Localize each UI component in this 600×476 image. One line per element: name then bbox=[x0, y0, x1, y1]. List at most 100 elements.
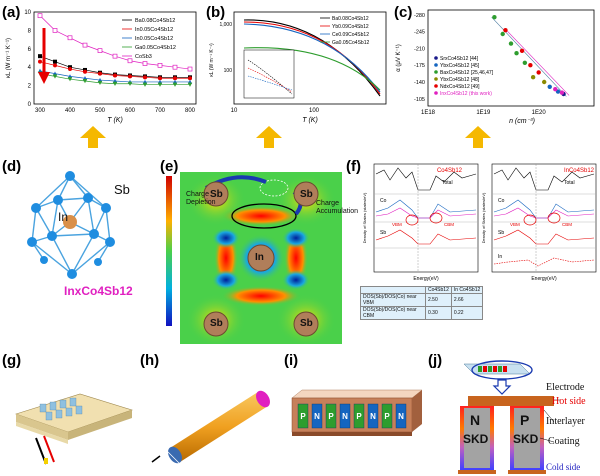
electrode-label: Electrode bbox=[546, 382, 585, 393]
table-cell: 0.30 bbox=[425, 306, 452, 320]
pn-leg-label: N bbox=[398, 412, 404, 421]
chart-c-point bbox=[503, 27, 508, 33]
yellow-arrow-a bbox=[80, 126, 106, 148]
chart-c-legend-swatch bbox=[434, 91, 438, 95]
chart-a-point bbox=[157, 82, 163, 87]
formula-d: InxCo4Sb12 bbox=[64, 284, 133, 298]
sb-atom-br bbox=[293, 311, 319, 337]
chart-c-ytick: -210 bbox=[414, 46, 425, 52]
sb-atom-tr bbox=[293, 181, 319, 207]
dos-sb-left: Sb bbox=[380, 230, 386, 236]
chart-a-point bbox=[82, 79, 88, 84]
p-leg-inner bbox=[514, 408, 540, 468]
chart-a: 300 400 500 600 700 800 0 2 4 6 8 10 Ba0.08Co4Sb12 I… bbox=[6, 10, 197, 124]
chart-c-point bbox=[519, 48, 525, 53]
in-label-d: In bbox=[58, 210, 69, 224]
pn-leg-label: N bbox=[314, 412, 320, 421]
cbm-circle-right bbox=[547, 212, 561, 224]
dos-xlabel-left: Energy(eV) bbox=[413, 276, 439, 282]
chart-a-point bbox=[53, 59, 57, 64]
pn-leg-label: N bbox=[342, 412, 348, 421]
interlayer-label: Interlayer bbox=[546, 416, 585, 427]
sb-label-e-bl: Sb bbox=[210, 318, 223, 329]
dos-in-right: In bbox=[498, 254, 502, 260]
depletion-ellipse bbox=[259, 179, 289, 197]
dos-left-frame bbox=[373, 163, 479, 273]
panel-label-d: (d) bbox=[2, 158, 22, 175]
chart-a-ytick: 10 bbox=[24, 10, 31, 16]
coating-label: Coating bbox=[548, 436, 580, 447]
chart-c-point bbox=[492, 15, 497, 20]
electrode-bar bbox=[468, 396, 554, 406]
chart-b-frame bbox=[233, 11, 387, 105]
dos-vbm-right: VBM bbox=[510, 222, 520, 227]
sb-label-d: Sb bbox=[114, 182, 130, 197]
accumulation-ellipse bbox=[231, 203, 297, 229]
sb-atom-bl bbox=[203, 311, 229, 337]
module-schematic-j bbox=[458, 360, 560, 474]
chart-c-point bbox=[559, 90, 565, 95]
chart-a-point bbox=[143, 75, 147, 80]
pn-leg bbox=[353, 403, 365, 429]
vbm-circle-right bbox=[523, 214, 537, 226]
chart-c-legend-swatch bbox=[434, 84, 438, 88]
table-cell: 2.50 bbox=[425, 293, 452, 307]
chart-c-point bbox=[547, 84, 552, 90]
vbm-circle-left bbox=[405, 214, 419, 226]
chart-c-legend-entry: NdxCo4Sb12 [49] bbox=[440, 84, 480, 90]
chart-a-point bbox=[112, 53, 118, 59]
dos-xlabel-right: Energy(eV) bbox=[531, 276, 557, 282]
chart-a-ytick: 0 bbox=[28, 102, 32, 108]
chart-c-point bbox=[514, 51, 519, 56]
chart-a-legend-entry: CoSb3 bbox=[135, 54, 152, 60]
chart-c-legend-entry: InxCo4Sb12 (this work) bbox=[440, 91, 492, 97]
sb-label-e-br: Sb bbox=[300, 318, 313, 329]
cylindrical-module-h bbox=[151, 390, 270, 468]
chart-a-ytick: 8 bbox=[28, 28, 32, 34]
chart-b-legend-entry: Ba0.08Co4Sb12 bbox=[332, 16, 369, 22]
chart-c-legend-entry: BaxCo4Sb12 [25,46,47] bbox=[440, 70, 494, 76]
dos-right-frame bbox=[491, 163, 597, 273]
chart-a-point bbox=[97, 80, 103, 86]
chart-a-point bbox=[113, 73, 117, 78]
chart-a-ytick: 4 bbox=[28, 65, 32, 71]
inset-curve-black bbox=[247, 59, 293, 95]
dos-total-right: Total bbox=[564, 180, 575, 186]
panel-label-a: (a) bbox=[2, 4, 21, 21]
icosahedron-structure bbox=[27, 171, 115, 279]
chart-c-ytick: -280 bbox=[414, 13, 425, 19]
sb-label-e-tr: Sb bbox=[300, 189, 313, 200]
chart-a-frame bbox=[33, 11, 197, 105]
sb-label-e-tl: Sb bbox=[210, 189, 223, 200]
chart-a-legend-entry: In0.05Co4Sb12 bbox=[135, 36, 173, 42]
pn-leg bbox=[395, 403, 407, 429]
in-atom-e bbox=[247, 244, 275, 272]
chart-a-point bbox=[173, 76, 177, 81]
chart-a-point bbox=[68, 67, 72, 72]
dos-cbm-left: CBM bbox=[444, 222, 454, 227]
yellow-arrow-b bbox=[256, 126, 282, 148]
chart-c-xtick: 1E20 bbox=[532, 110, 547, 116]
pn-leg-label: P bbox=[300, 412, 306, 421]
chart-a-legend-entry: Ba0.08Co4Sb12 bbox=[135, 18, 175, 24]
chart-c-ytick: -140 bbox=[414, 80, 425, 86]
chart-c-ytick: -105 bbox=[414, 97, 425, 103]
skd-left-label: SKD bbox=[463, 432, 489, 446]
chart-c-legend-entry: YbxCo4Sb12 [45] bbox=[440, 63, 480, 69]
chart-a-point bbox=[97, 48, 103, 53]
dos-total-left: Total bbox=[442, 180, 453, 186]
panel-label-f: (f) bbox=[346, 158, 361, 175]
chart-a-point bbox=[98, 71, 102, 76]
chart-c-legend-swatch bbox=[434, 77, 438, 81]
p-leg-label: P bbox=[520, 412, 530, 428]
chart-b-xtick-10: 10 bbox=[231, 108, 238, 114]
chart-a-point bbox=[188, 76, 192, 81]
chart-b-xlabel: T (K) bbox=[302, 117, 318, 124]
chart-c-point bbox=[542, 79, 547, 85]
n-leg-inner bbox=[464, 408, 490, 468]
chart-a-point bbox=[157, 63, 163, 68]
pn-leg-label: P bbox=[384, 412, 390, 421]
skd-right-label: SKD bbox=[513, 432, 539, 446]
chart-c-point bbox=[553, 87, 558, 92]
chart-b-ylabel: κL (W m⁻¹ K⁻¹) bbox=[209, 43, 215, 77]
